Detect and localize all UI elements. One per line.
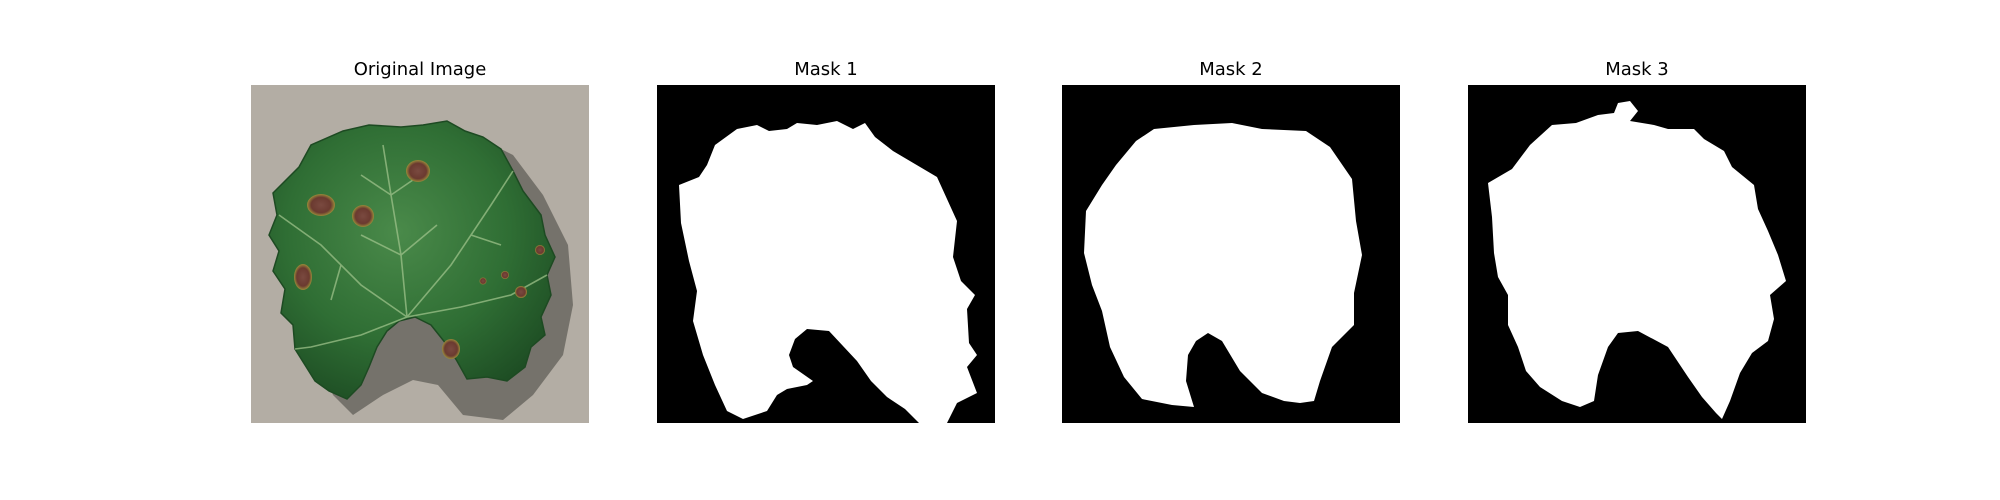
mask-3-title: Mask 3 <box>1605 59 1669 80</box>
leaf-lesions <box>294 160 545 359</box>
original-image-title: Original Image <box>353 59 487 80</box>
mask-3-image <box>1468 85 1806 423</box>
leaf-photo <box>251 85 589 423</box>
mask-3-panel: Mask 3 <box>1468 0 1806 500</box>
mask-2-title: Mask 2 <box>1199 59 1263 80</box>
mask-1-image <box>657 85 995 423</box>
mask-1-region <box>679 121 977 423</box>
mask-1-title: Mask 1 <box>794 59 858 80</box>
mask-2-image <box>1062 85 1400 423</box>
mask-2-region <box>1084 123 1362 407</box>
mask-1-panel: Mask 1 <box>657 0 995 500</box>
mask-2-panel: Mask 2 <box>1062 0 1400 500</box>
mask-3-region <box>1488 101 1786 419</box>
original-image-panel: Original Image <box>251 0 589 500</box>
